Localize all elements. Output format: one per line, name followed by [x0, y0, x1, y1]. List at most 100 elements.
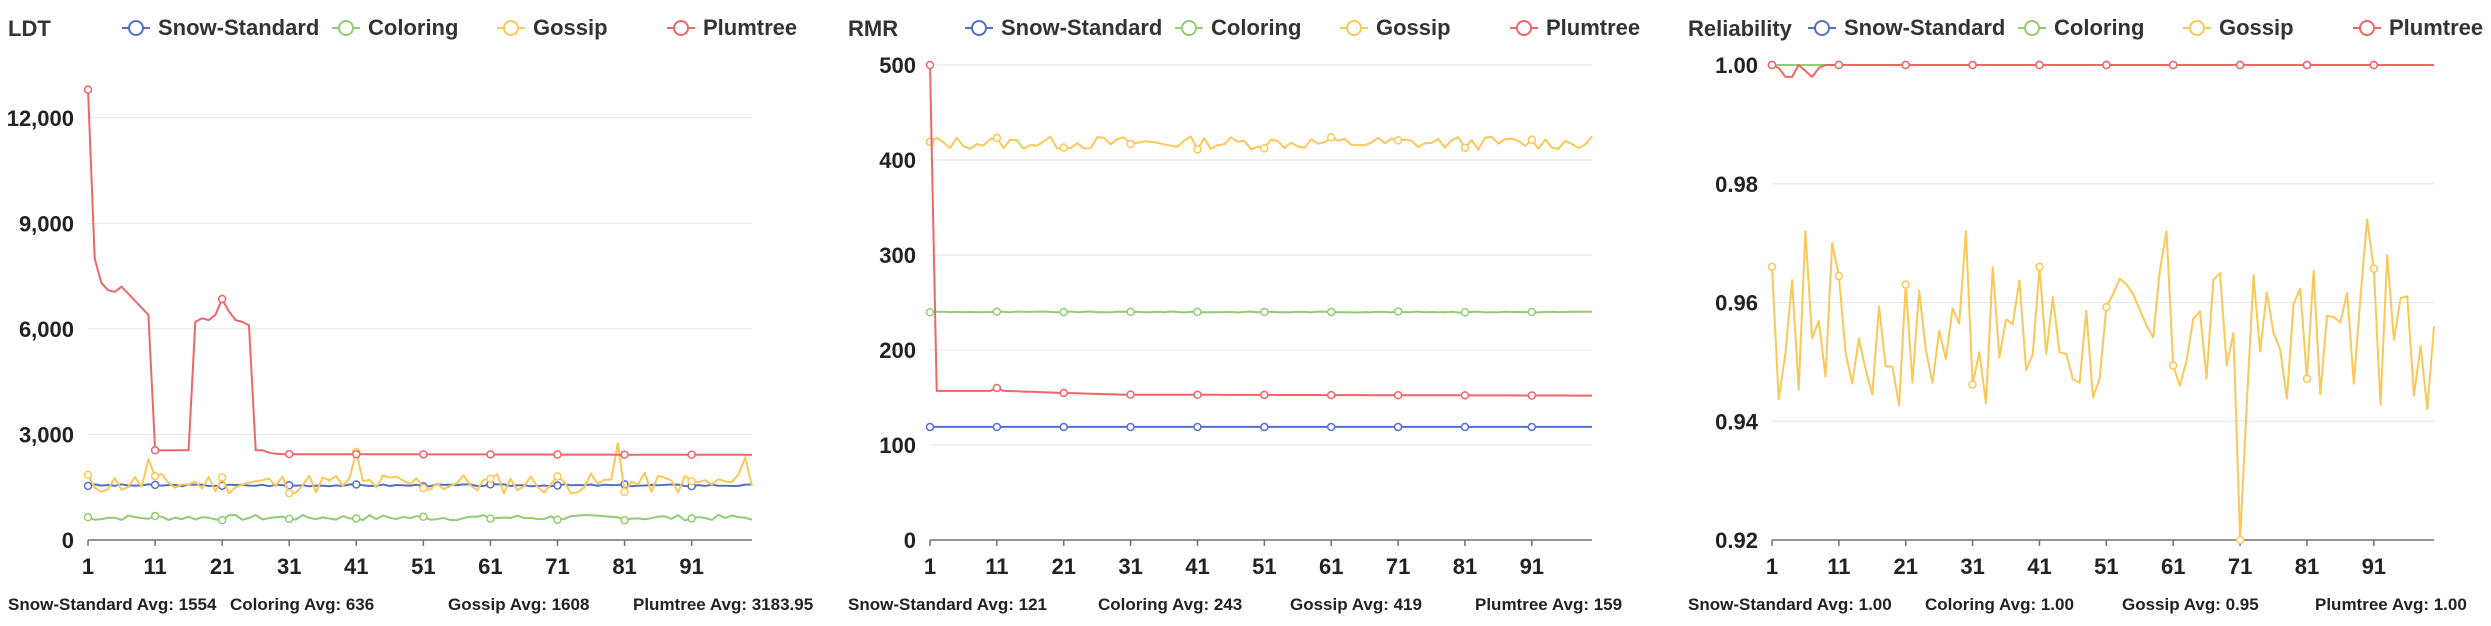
data-point[interactable] — [2168, 361, 2178, 370]
data-point[interactable] — [1527, 391, 1537, 400]
data-point[interactable] — [1968, 60, 1977, 70]
data-point[interactable] — [1767, 262, 1777, 272]
data-point[interactable] — [1126, 422, 1135, 432]
legend-item-snow-standard[interactable]: Snow-Standard — [122, 15, 319, 40]
data-point[interactable] — [1767, 60, 1777, 70]
data-point[interactable] — [83, 470, 93, 480]
data-point[interactable] — [992, 422, 1002, 432]
data-point[interactable] — [352, 480, 361, 489]
data-point[interactable] — [1260, 144, 1269, 153]
data-point[interactable] — [217, 294, 227, 304]
data-point[interactable] — [1126, 139, 1135, 149]
data-point[interactable] — [1460, 391, 1470, 400]
data-point[interactable] — [925, 422, 935, 432]
data-point[interactable] — [150, 471, 160, 481]
data-point[interactable] — [486, 514, 495, 523]
data-point[interactable] — [1193, 307, 1202, 317]
data-point[interactable] — [2035, 60, 2044, 70]
data-point[interactable] — [620, 516, 629, 525]
data-point[interactable] — [1834, 271, 1844, 281]
data-point[interactable] — [2168, 60, 2178, 70]
data-point[interactable] — [2369, 60, 2379, 70]
legend-item-plumtree[interactable]: Plumtree — [667, 15, 797, 40]
data-point[interactable] — [1901, 60, 1910, 70]
data-point[interactable] — [1260, 307, 1269, 317]
data-point[interactable] — [352, 450, 361, 459]
data-point[interactable] — [486, 474, 495, 484]
data-point[interactable] — [925, 60, 935, 70]
data-point[interactable] — [83, 513, 93, 522]
data-point[interactable] — [2035, 262, 2044, 272]
data-point[interactable] — [352, 514, 361, 523]
data-point[interactable] — [620, 487, 629, 497]
legend-item-gossip[interactable]: Gossip — [497, 15, 608, 40]
data-point[interactable] — [419, 450, 428, 459]
data-point[interactable] — [1460, 308, 1470, 317]
data-point[interactable] — [284, 449, 294, 459]
data-point[interactable] — [150, 511, 160, 521]
data-point[interactable] — [553, 450, 562, 459]
data-point[interactable] — [1193, 145, 1202, 154]
data-point[interactable] — [1193, 390, 1202, 400]
legend-item-snow-standard[interactable]: Snow-Standard — [1808, 15, 2005, 40]
data-point[interactable] — [553, 481, 562, 490]
data-point[interactable] — [553, 472, 562, 481]
data-point[interactable] — [1059, 422, 1068, 432]
data-point[interactable] — [687, 450, 696, 460]
data-point[interactable] — [150, 446, 160, 455]
data-point[interactable] — [217, 473, 227, 482]
data-point[interactable] — [217, 515, 227, 525]
data-point[interactable] — [1193, 422, 1202, 432]
data-point[interactable] — [284, 514, 294, 524]
data-point[interactable] — [1393, 136, 1403, 145]
data-point[interactable] — [486, 450, 495, 459]
data-point[interactable] — [1326, 133, 1336, 142]
data-point[interactable] — [1901, 280, 1910, 289]
data-point[interactable] — [1393, 390, 1403, 400]
data-point[interactable] — [83, 481, 93, 491]
legend-item-gossip[interactable]: Gossip — [2183, 15, 2294, 40]
data-point[interactable] — [83, 85, 93, 94]
data-point[interactable] — [1260, 390, 1269, 400]
data-point[interactable] — [1059, 388, 1068, 398]
data-point[interactable] — [419, 483, 428, 493]
legend-item-coloring[interactable]: Coloring — [1175, 15, 1301, 40]
data-point[interactable] — [1126, 390, 1135, 399]
data-point[interactable] — [2102, 303, 2111, 312]
data-point[interactable] — [620, 450, 629, 459]
data-point[interactable] — [284, 488, 294, 498]
data-point[interactable] — [992, 133, 1002, 143]
data-point[interactable] — [1260, 422, 1269, 432]
data-point[interactable] — [1527, 135, 1537, 145]
data-point[interactable] — [1059, 143, 1068, 152]
data-point[interactable] — [992, 307, 1002, 316]
legend-item-coloring[interactable]: Coloring — [2018, 15, 2144, 40]
data-point[interactable] — [1126, 307, 1135, 317]
legend-item-gossip[interactable]: Gossip — [1340, 15, 1451, 40]
data-point[interactable] — [1527, 307, 1537, 317]
data-point[interactable] — [2302, 60, 2312, 70]
data-point[interactable] — [992, 383, 1002, 393]
data-point[interactable] — [1834, 60, 1844, 70]
data-point[interactable] — [2235, 535, 2245, 545]
data-point[interactable] — [2102, 60, 2111, 70]
data-point[interactable] — [1460, 143, 1470, 152]
data-point[interactable] — [419, 512, 428, 522]
data-point[interactable] — [1059, 307, 1068, 317]
data-point[interactable] — [1326, 390, 1336, 400]
legend-item-coloring[interactable]: Coloring — [332, 15, 458, 40]
data-point[interactable] — [1393, 422, 1403, 432]
data-point[interactable] — [925, 308, 935, 317]
data-point[interactable] — [553, 515, 562, 524]
legend-item-plumtree[interactable]: Plumtree — [1510, 15, 1640, 40]
data-point[interactable] — [1326, 307, 1336, 317]
data-point[interactable] — [2302, 374, 2312, 384]
data-point[interactable] — [2235, 60, 2245, 70]
data-point[interactable] — [1393, 307, 1403, 316]
data-point[interactable] — [2369, 264, 2379, 273]
legend-item-snow-standard[interactable]: Snow-Standard — [965, 15, 1162, 40]
data-point[interactable] — [1460, 422, 1470, 432]
legend-item-plumtree[interactable]: Plumtree — [2353, 15, 2483, 40]
data-point[interactable] — [150, 480, 160, 490]
data-point[interactable] — [1326, 422, 1336, 432]
